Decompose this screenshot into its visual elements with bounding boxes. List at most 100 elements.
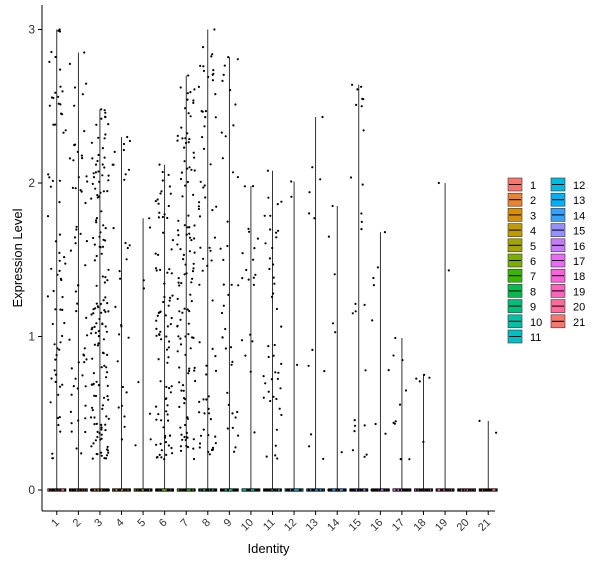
point-8 bbox=[207, 412, 211, 415]
point-10 bbox=[249, 370, 252, 373]
point-4 bbox=[112, 227, 115, 230]
point-3 bbox=[107, 179, 110, 182]
point-11 bbox=[277, 229, 280, 232]
point-zero-19 bbox=[447, 488, 450, 492]
point-zero-15 bbox=[349, 488, 352, 492]
point-11 bbox=[278, 407, 281, 410]
point-15 bbox=[353, 419, 356, 422]
point-3 bbox=[99, 246, 102, 249]
point-7 bbox=[179, 318, 182, 321]
point-7 bbox=[186, 226, 189, 229]
x-tick-label: 6 bbox=[157, 517, 170, 530]
point-10 bbox=[252, 283, 255, 286]
point-15 bbox=[360, 105, 363, 108]
point-3 bbox=[90, 197, 93, 200]
point-9 bbox=[229, 89, 232, 92]
point-1 bbox=[57, 102, 60, 105]
point-8 bbox=[211, 347, 214, 350]
point-6 bbox=[168, 185, 171, 188]
point-zero-21 bbox=[480, 488, 483, 492]
point-3 bbox=[103, 166, 106, 169]
point-8 bbox=[197, 205, 200, 208]
point-zero-16 bbox=[370, 488, 373, 492]
point-6 bbox=[167, 204, 170, 208]
point-zero-14 bbox=[329, 488, 332, 492]
point-3 bbox=[101, 322, 104, 325]
point-zero-13 bbox=[321, 488, 324, 492]
point-9 bbox=[231, 171, 235, 174]
point-9 bbox=[234, 103, 237, 106]
point-10 bbox=[253, 247, 256, 250]
point-7 bbox=[193, 88, 196, 91]
point-16 bbox=[384, 432, 387, 435]
point-3 bbox=[106, 302, 109, 305]
point-8 bbox=[214, 355, 217, 358]
point-8 bbox=[215, 205, 218, 208]
point-3 bbox=[99, 302, 102, 306]
point-7 bbox=[192, 151, 195, 154]
legend-label-10: 10 bbox=[530, 317, 542, 329]
point-2 bbox=[74, 290, 77, 293]
point-6 bbox=[162, 231, 165, 234]
point-7 bbox=[176, 243, 179, 246]
point-3 bbox=[91, 326, 94, 329]
point-3 bbox=[104, 423, 107, 426]
point-zero-11 bbox=[263, 488, 266, 492]
point-11 bbox=[271, 246, 274, 250]
point-4 bbox=[121, 385, 124, 389]
point-11 bbox=[275, 236, 278, 239]
point-zero-9 bbox=[221, 488, 224, 492]
point-zero-5 bbox=[150, 488, 153, 492]
point-15 bbox=[351, 449, 354, 452]
point-13 bbox=[321, 115, 324, 119]
point-zero-4 bbox=[119, 488, 122, 492]
point-9 bbox=[226, 244, 229, 248]
point-8 bbox=[205, 364, 208, 367]
point-8 bbox=[210, 448, 213, 451]
point-6 bbox=[170, 446, 173, 450]
point-9 bbox=[220, 311, 224, 315]
point-3 bbox=[106, 384, 109, 387]
point-6 bbox=[167, 173, 170, 176]
point-3 bbox=[100, 210, 103, 213]
point-zero-16 bbox=[383, 488, 386, 492]
point-8 bbox=[214, 442, 217, 445]
point-zero-2 bbox=[82, 488, 85, 492]
point-1 bbox=[57, 393, 60, 396]
point-6 bbox=[156, 198, 159, 201]
point-1 bbox=[61, 334, 64, 338]
point-11 bbox=[270, 378, 273, 381]
point-7 bbox=[190, 239, 193, 242]
legend-label-1: 1 bbox=[530, 180, 536, 192]
point-zero-14 bbox=[344, 488, 347, 492]
point-5 bbox=[134, 444, 137, 447]
point-7 bbox=[179, 449, 183, 452]
point-3 bbox=[105, 415, 108, 418]
point-1 bbox=[47, 173, 50, 176]
point-3 bbox=[94, 439, 97, 442]
violin-base-4 bbox=[112, 488, 131, 492]
point-8 bbox=[199, 64, 202, 67]
point-7 bbox=[176, 297, 179, 300]
point-8 bbox=[204, 196, 207, 199]
point-9 bbox=[230, 283, 233, 286]
point-3 bbox=[107, 310, 110, 313]
point-3 bbox=[92, 312, 95, 315]
point-1 bbox=[56, 273, 59, 276]
point-2 bbox=[73, 144, 76, 147]
point-8 bbox=[198, 283, 201, 286]
point-7 bbox=[188, 166, 191, 169]
point-4 bbox=[124, 241, 127, 245]
point-2 bbox=[77, 176, 80, 179]
point-3 bbox=[103, 109, 106, 112]
point-16 bbox=[383, 231, 386, 234]
point-3 bbox=[102, 224, 105, 227]
point-3 bbox=[101, 163, 104, 166]
point-9 bbox=[223, 64, 226, 67]
point-2 bbox=[82, 353, 85, 356]
point-10 bbox=[241, 277, 244, 280]
point-2 bbox=[69, 410, 72, 413]
point-1 bbox=[51, 322, 54, 326]
point-6 bbox=[163, 436, 167, 439]
point-3 bbox=[103, 281, 106, 284]
